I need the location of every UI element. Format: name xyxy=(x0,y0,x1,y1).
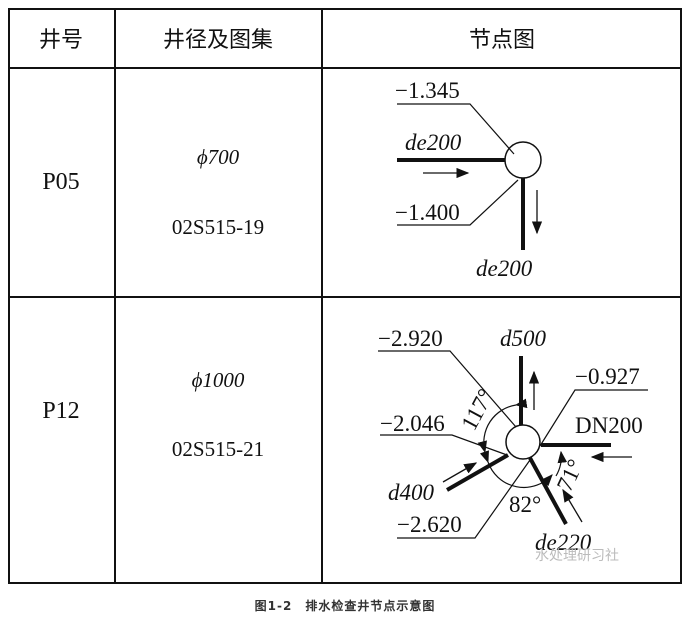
row1-diameter: ϕ700 xyxy=(114,145,322,170)
label: −2.620 xyxy=(397,512,462,537)
row2-diameter: ϕ1000 xyxy=(114,368,322,393)
table-border-bottom xyxy=(8,582,682,584)
leader-line xyxy=(380,434,508,456)
diagram-p05 xyxy=(397,103,543,250)
header-diameter-atlas: 井径及图集 xyxy=(162,28,273,53)
label: de200 xyxy=(476,256,533,281)
angle-arc-71 xyxy=(555,450,568,477)
angle-arc-82 xyxy=(479,450,553,488)
angle-label: 71° xyxy=(552,455,588,495)
row1-well: P05 xyxy=(42,168,80,195)
flow-arrow xyxy=(562,488,583,523)
header-divider xyxy=(8,67,682,69)
leader-line xyxy=(397,179,519,226)
header-well-no: 井号 xyxy=(38,28,83,53)
row2-well: P12 xyxy=(42,397,80,424)
angle-label: 117° xyxy=(456,385,498,435)
label: d400 xyxy=(388,480,435,505)
watermark: 水处理研习社 xyxy=(535,548,619,564)
angle-arc-117 xyxy=(477,398,528,454)
label: de220 xyxy=(535,530,592,555)
label: −1.345 xyxy=(395,78,460,103)
column-divider-1 xyxy=(114,8,116,584)
row1-atlas: 02S515-19 xyxy=(171,215,265,239)
leader-line xyxy=(397,103,515,155)
leader-line xyxy=(539,389,648,447)
manhole-circle xyxy=(504,141,542,179)
row-divider xyxy=(8,296,682,298)
angle-label: 82° xyxy=(509,492,541,517)
label-dn200: DN200 xyxy=(575,413,643,438)
label: de200 xyxy=(405,130,462,155)
row1-diameter-value: ϕ700 xyxy=(196,145,240,169)
column-divider-2 xyxy=(321,8,323,584)
header-node-diagram: 节点图 xyxy=(468,28,535,53)
table-border-right xyxy=(680,8,682,584)
flow-arrow xyxy=(442,462,478,483)
pipe-d400 xyxy=(446,453,509,492)
label: −1.400 xyxy=(395,200,460,225)
table-border-top xyxy=(8,8,682,10)
label: −0.927 xyxy=(575,364,640,389)
manhole-circle xyxy=(505,424,541,460)
label: d500 xyxy=(500,326,547,351)
label: −2.046 xyxy=(380,411,445,436)
diagram-p12 xyxy=(378,350,648,539)
table-border-left xyxy=(8,8,10,584)
figure-caption: 图1-2 排水检查井节点示意图 xyxy=(254,599,436,613)
label: −2.920 xyxy=(378,326,443,351)
row2-atlas: 02S515-21 xyxy=(171,437,265,461)
row2-diameter-value: ϕ1000 xyxy=(191,368,245,392)
